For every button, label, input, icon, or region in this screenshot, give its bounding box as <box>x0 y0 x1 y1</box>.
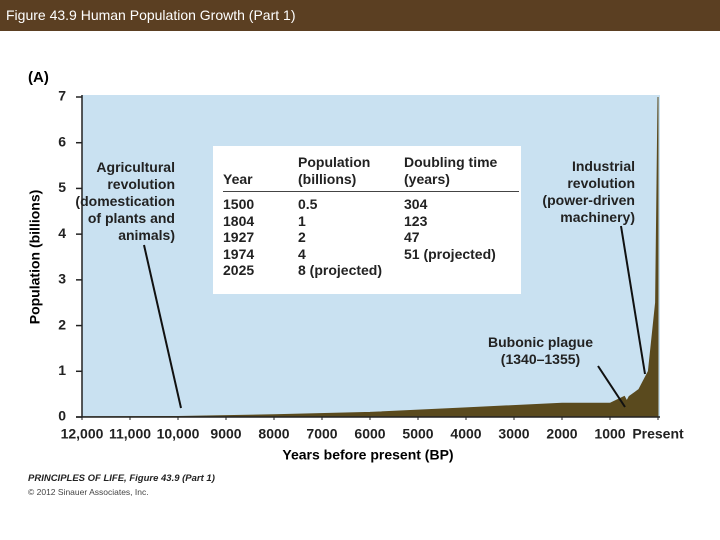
table-cell: 47 <box>404 229 420 245</box>
table-header: Population (billions) <box>298 154 404 192</box>
x-tick-label: 5000 <box>402 426 433 442</box>
table-cell: 0.5 <box>298 196 318 212</box>
y-tick-label: 2 <box>58 316 66 332</box>
header-title: Figure 43.9 Human Population Growth (Par… <box>6 7 296 23</box>
x-tick-label: 10,000 <box>157 426 200 442</box>
footer-copyright: © 2012 Sinauer Associates, Inc. <box>28 487 149 497</box>
table-cell: 123 <box>404 212 428 229</box>
x-tick-label: 11,000 <box>109 426 151 442</box>
x-tick-label: 6000 <box>354 426 385 442</box>
arrow <box>143 244 182 409</box>
x-tick-label: 12,000 <box>61 426 104 442</box>
table-cell: 1804 <box>223 212 255 229</box>
y-tick-label: 0 <box>58 408 66 424</box>
table-grid: Year Population (billions) Doubling time (… <box>223 154 519 279</box>
table-cell: 1927 <box>223 229 255 245</box>
annotation: Industrial revolution (power-driven mach… <box>542 158 635 225</box>
table-cell: 4 <box>298 245 306 262</box>
x-axis-label: Years before present (BP) <box>282 447 453 463</box>
arrows <box>143 225 646 409</box>
table-cell: 1 <box>298 212 306 229</box>
table-cell: 1500 <box>223 196 255 212</box>
annotation: Agricultural revolution (domestication o… <box>75 159 175 243</box>
table-cell: 304 <box>404 196 428 212</box>
y-tick-label: 5 <box>58 179 66 195</box>
footer-credit: PRINCIPLES OF LIFE, Figure 43.9 (Part 1) <box>28 473 215 484</box>
x-tick-label: Present <box>632 426 684 442</box>
x-tick-label: 9000 <box>210 426 241 442</box>
x-tick-label: 8000 <box>258 426 289 442</box>
population-area <box>81 96 659 418</box>
table-cell: 8 (projected) <box>298 262 383 278</box>
table-cell: 2 <box>298 229 306 245</box>
y-tick-label: 1 <box>58 362 66 378</box>
table-cell: 1974 <box>223 245 255 262</box>
table-cell: 2025 <box>223 262 255 278</box>
x-tick-label: 7000 <box>306 426 337 442</box>
table-cell <box>404 262 519 279</box>
y-tick-label: 3 <box>58 271 66 287</box>
annotation: Bubonic plague (1340–1355) <box>488 334 593 367</box>
x-tick-label: 4000 <box>450 426 481 442</box>
x-tick-label: 1000 <box>594 426 625 442</box>
y-tick-label: 4 <box>58 225 66 241</box>
y-tick-label: 7 <box>58 88 66 104</box>
arrow <box>620 225 646 375</box>
panel-label: (A) <box>28 69 49 86</box>
table-cell: 51 (projected) <box>404 245 496 262</box>
table-header: Year <box>223 171 298 192</box>
y-tick-label: 6 <box>58 133 66 149</box>
arrow <box>597 365 626 408</box>
header-bar: Figure 43.9 Human Population Growth (Par… <box>0 0 720 31</box>
table-header: Doubling time (years) <box>404 154 519 192</box>
x-tick-label: 2000 <box>546 426 577 442</box>
y-axis-label: Population (billions) <box>27 190 43 325</box>
data-table: Year Population (billions) Doubling time (… <box>213 146 521 294</box>
x-tick-label: 3000 <box>498 426 529 442</box>
